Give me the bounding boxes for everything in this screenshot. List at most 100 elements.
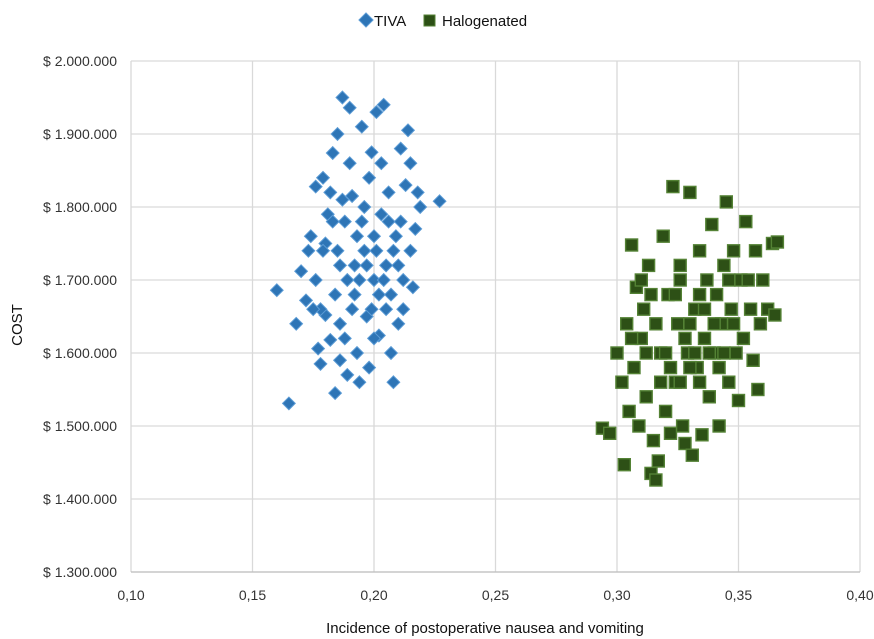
legend-item-halogenated: Halogenated [423, 13, 527, 30]
legend-item-tiva: TIVA [358, 12, 406, 30]
point-tiva [352, 375, 367, 390]
point-tiva [345, 302, 360, 317]
point-tiva [393, 214, 408, 229]
point-tiva [386, 243, 401, 258]
point-tiva [362, 170, 377, 185]
y-tick-label: $ 1.900.000 [43, 126, 117, 142]
point-halogenated [658, 404, 673, 419]
point-halogenated [712, 360, 726, 375]
point-halogenated [678, 331, 692, 346]
point-tiva [337, 214, 352, 229]
legend-label-tiva: TIVA [374, 13, 406, 30]
point-tiva [349, 229, 365, 244]
point-halogenated [622, 404, 636, 419]
point-halogenated [746, 353, 760, 367]
x-tick-label: 0,10 [117, 587, 144, 603]
point-halogenated [717, 346, 731, 360]
point-halogenated [615, 375, 629, 389]
point-tiva [306, 302, 321, 317]
point-halogenated [753, 317, 768, 331]
point-halogenated [756, 273, 770, 287]
x-tick-label: 0,40 [846, 587, 873, 603]
point-halogenated [722, 375, 736, 389]
y-tick-label: $ 1.700.000 [43, 272, 117, 288]
point-tiva [403, 243, 418, 258]
point-tiva [269, 283, 284, 298]
point-tiva [330, 243, 345, 258]
point-tiva [347, 287, 362, 302]
x-tick-label: 0,35 [725, 587, 752, 603]
point-halogenated [729, 346, 743, 360]
point-tiva [381, 214, 396, 229]
point-tiva [330, 126, 345, 142]
point-halogenated [624, 238, 639, 252]
point-halogenated [675, 419, 690, 433]
point-halogenated [673, 273, 687, 287]
point-halogenated [705, 217, 719, 232]
point-tiva [366, 331, 382, 346]
point-halogenated [726, 244, 741, 258]
point-tiva [388, 229, 403, 244]
grid-lines [130, 60, 861, 573]
y-axis-title: COST [9, 304, 26, 346]
point-halogenated [683, 185, 697, 200]
point-halogenated [644, 287, 658, 302]
point-halogenated [717, 258, 731, 273]
point-tiva [335, 192, 350, 207]
point-halogenated [709, 287, 724, 302]
point-halogenated [697, 302, 712, 316]
legend-marker-halogenated [423, 14, 436, 27]
legend: TIVA Halogenated [358, 12, 527, 30]
point-halogenated [673, 258, 687, 273]
point-halogenated [641, 258, 656, 273]
point-halogenated [663, 426, 678, 440]
point-halogenated [707, 317, 721, 331]
point-tiva [366, 272, 382, 288]
point-tiva [315, 170, 331, 185]
point-halogenated [610, 346, 624, 360]
point-halogenated [692, 375, 707, 389]
x-tick-label: 0,15 [239, 587, 266, 603]
point-halogenated [692, 244, 707, 258]
y-tick-label: $ 1.300.000 [43, 564, 117, 580]
point-tiva [332, 316, 348, 331]
point-halogenated [688, 346, 702, 360]
point-halogenated [724, 302, 738, 316]
point-tiva [400, 123, 416, 138]
point-halogenated [603, 426, 617, 440]
point-tiva [294, 264, 309, 279]
point-tiva [354, 214, 369, 229]
point-halogenated [658, 346, 673, 360]
point-halogenated [678, 436, 692, 451]
point-halogenated [651, 454, 665, 468]
point-tiva [413, 199, 428, 215]
point-halogenated [751, 382, 765, 397]
point-tiva [303, 229, 318, 244]
point-tiva [340, 367, 355, 382]
point-halogenated [654, 375, 668, 389]
point-halogenated [726, 317, 741, 331]
legend-label-halogenated: Halogenated [442, 13, 527, 30]
data-points [269, 90, 785, 487]
point-halogenated [663, 360, 678, 375]
point-tiva [383, 287, 399, 302]
point-tiva [396, 272, 411, 288]
point-tiva [328, 386, 343, 401]
point-halogenated [620, 317, 634, 331]
point-halogenated [719, 195, 733, 209]
y-tick-label: $ 1.600.000 [43, 345, 117, 361]
point-tiva [383, 345, 399, 361]
point-halogenated [617, 458, 631, 472]
x-tick-label: 0,25 [482, 587, 509, 603]
y-tick-label: $ 1.400.000 [43, 491, 117, 507]
point-halogenated [639, 346, 653, 360]
point-tiva [325, 145, 340, 161]
point-halogenated [649, 473, 663, 487]
point-halogenated [685, 448, 699, 462]
point-halogenated [666, 179, 680, 194]
point-halogenated [741, 273, 755, 287]
y-tick-labels: $ 1.300.000 $ 1.400.000 $ 1.500.000 $ 1.600… [43, 53, 117, 580]
point-tiva [323, 185, 338, 200]
point-halogenated [671, 317, 685, 331]
